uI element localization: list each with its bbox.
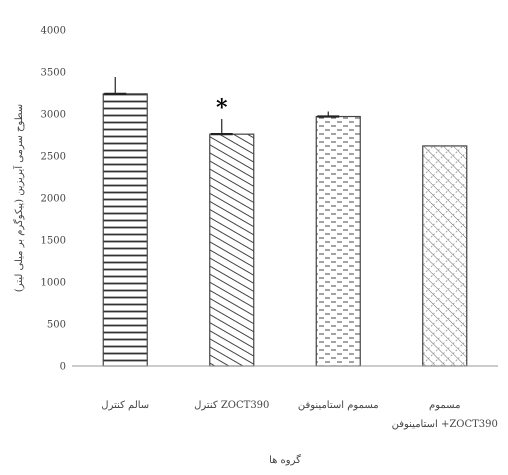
significance-star: *: [216, 95, 228, 121]
y-tick-label: 3500: [41, 68, 66, 79]
annotations: *: [216, 95, 228, 121]
category-labels: سالم کنترل کنترل ZOCT390 مسموم استامینوفن م…: [101, 400, 498, 430]
bar: [315, 115, 361, 367]
category-label: استامینوفن +ZOCT390: [392, 419, 498, 430]
y-axis-ticks: 0 500 1000 1500 2000 2500 3000 3500 4000: [41, 26, 66, 373]
bar: [209, 133, 255, 367]
y-tick-label: 3000: [41, 110, 66, 121]
y-tick-label: 2500: [41, 152, 66, 163]
y-tick-label: 0: [60, 362, 66, 373]
category-label: مسموم: [429, 400, 460, 411]
y-axis-title: سطوح سرمی آیریزین (پیکوگرم بر میلی لیتر): [12, 104, 25, 292]
y-tick-label: 2000: [41, 194, 66, 205]
error-bars: [104, 77, 340, 136]
y-tick-label: 1000: [41, 278, 66, 289]
bars: [102, 93, 468, 367]
y-tick-label: 4000: [41, 26, 66, 37]
bar: [422, 145, 468, 367]
x-axis-title: گروه ها: [269, 454, 301, 466]
category-label: کنترل ZOCT390: [194, 400, 269, 411]
y-tick-label: 1500: [41, 236, 66, 247]
category-label: مسموم استامینوفن: [298, 400, 379, 411]
category-label: سالم کنترل: [101, 400, 149, 411]
bar: [102, 93, 148, 367]
y-tick-label: 500: [47, 320, 66, 331]
